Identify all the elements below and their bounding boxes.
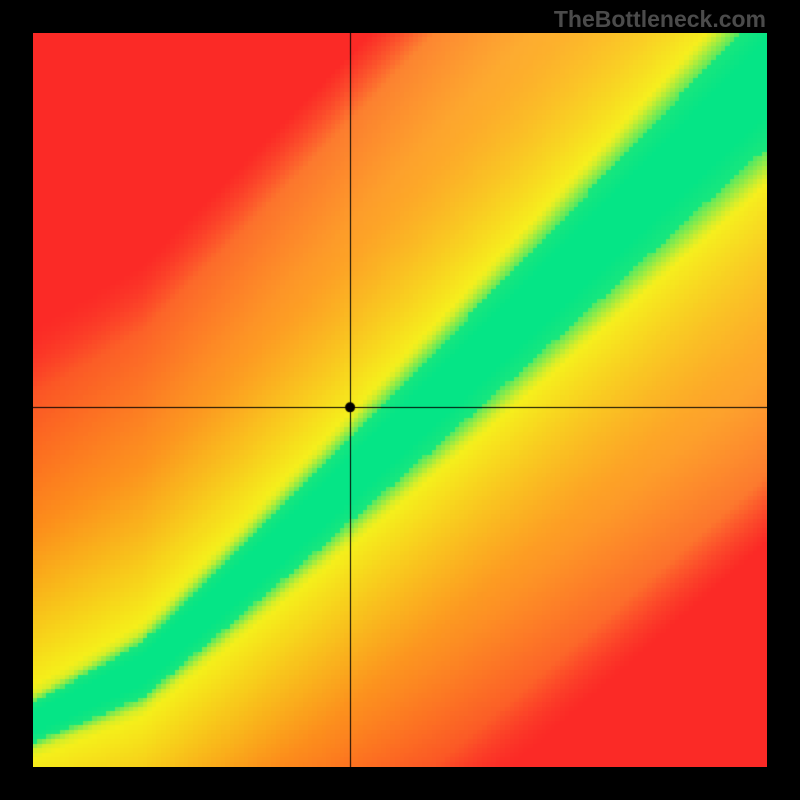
watermark-text: TheBottleneck.com	[554, 6, 766, 33]
bottleneck-heatmap	[33, 33, 767, 767]
chart-container: TheBottleneck.com	[0, 0, 800, 800]
